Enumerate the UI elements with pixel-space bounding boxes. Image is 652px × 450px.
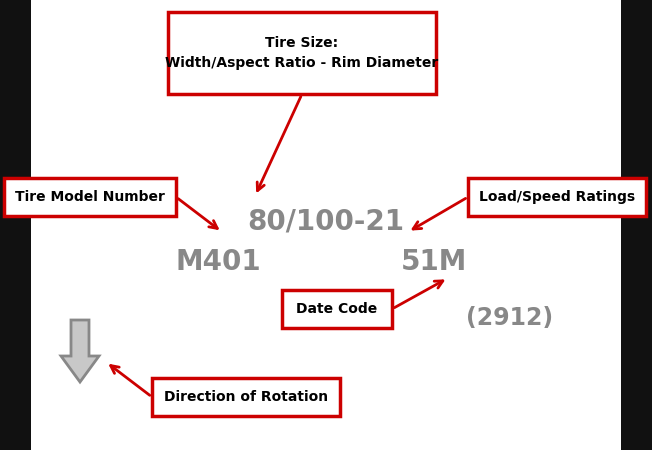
Text: (2912): (2912)	[466, 306, 554, 330]
Text: Direction of Rotation: Direction of Rotation	[164, 390, 328, 404]
FancyBboxPatch shape	[168, 12, 436, 94]
Text: Load/Speed Ratings: Load/Speed Ratings	[479, 190, 635, 204]
Text: M401: M401	[175, 248, 261, 276]
Text: Tire Model Number: Tire Model Number	[15, 190, 165, 204]
Text: Date Code: Date Code	[297, 302, 378, 316]
FancyBboxPatch shape	[4, 178, 176, 216]
Circle shape	[31, 0, 621, 147]
Text: 51M: 51M	[401, 248, 467, 276]
FancyBboxPatch shape	[282, 290, 392, 328]
Text: Tire Size:
Width/Aspect Ratio - Rim Diameter: Tire Size: Width/Aspect Ratio - Rim Diam…	[166, 36, 439, 70]
Text: 80/100-21: 80/100-21	[248, 208, 404, 236]
FancyBboxPatch shape	[468, 178, 646, 216]
FancyBboxPatch shape	[152, 378, 340, 416]
FancyArrow shape	[61, 320, 99, 382]
